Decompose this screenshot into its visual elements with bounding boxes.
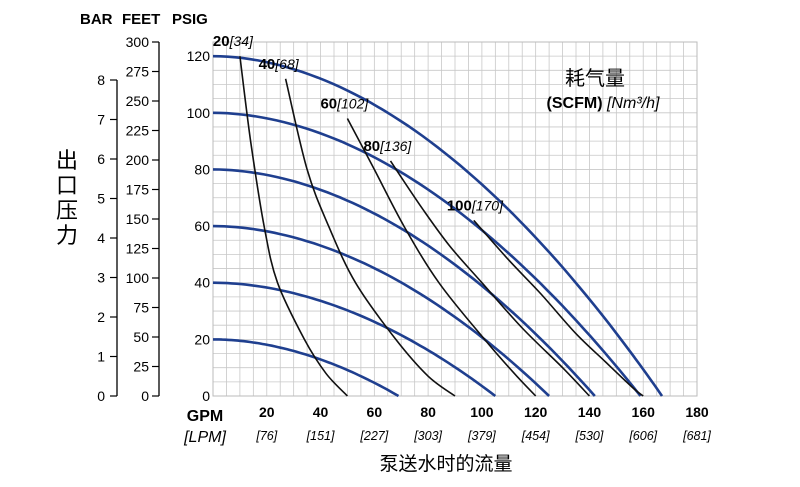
air-consumption-title: 耗气量 [565,66,625,90]
performance-curves [212,54,664,398]
psig-tick-label: 100 [187,105,211,121]
bar-axis-ticks: 0 1 2 3 4 5 6 7 8 [97,72,117,404]
x-tick-label-lpm: [151] [306,429,335,443]
psig-tick-label: 80 [194,161,210,177]
feet-tick-label: 50 [133,329,149,345]
air-consumption-curves [239,56,644,397]
x-tick-label-lpm: [530] [575,429,604,443]
air-curve-label: 20[34] [213,33,254,50]
x-tick-label-gpm: 80 [420,404,436,420]
chart-grid [213,42,697,396]
bar-tick-label: 8 [97,72,105,88]
psig-tick-label: 60 [194,218,210,234]
x-unit-lpm: [LPM] [183,429,226,446]
performance-curve [212,111,642,397]
bar-tick-label: 7 [97,112,105,128]
air-consumption-curve [239,56,348,397]
feet-tick-label: 300 [126,34,150,50]
air-curve-labels: 20[34] 40[68] 60[102] 80[136] 100[170] [213,33,504,214]
x-tick-label-lpm: [379] [467,429,496,443]
air-consumption-curve [346,118,537,397]
bar-tick-label: 0 [97,388,105,404]
x-tick-label-gpm: 120 [524,404,548,420]
x-tick-label-gpm: 180 [685,404,709,420]
performance-curve [212,54,664,397]
bar-tick-label: 5 [97,191,105,207]
air-curve-label: 40[68] [259,56,300,73]
performance-curve [212,281,497,398]
feet-tick-label: 200 [126,152,150,168]
feet-tick-label: 225 [126,123,150,139]
y-title-char: 力 [56,224,78,249]
psig-header: PSIG [172,11,208,28]
psig-axis-ticks: 0 20 40 60 80 100 120 [187,48,211,404]
y-axis-title: 出 口 压 力 [56,149,78,249]
feet-tick-label: 0 [141,388,149,404]
performance-curve [212,168,596,397]
x-tick-label-lpm: [606] [628,429,657,443]
feet-tick-label: 100 [126,270,150,286]
performance-curve [213,338,400,398]
psig-tick-label: 0 [202,388,210,404]
x-tick-label-gpm: 100 [470,404,494,420]
feet-tick-label: 175 [126,182,150,198]
bar-tick-label: 6 [97,151,105,167]
performance-curve [212,224,550,397]
x-tick-label-gpm: 40 [313,404,329,420]
air-curve-label: 100[170] [447,197,504,214]
psig-tick-label: 120 [187,48,211,64]
feet-tick-label: 75 [133,300,149,316]
bar-tick-label: 2 [97,309,105,325]
air-consumption-units: (SCFM) [Nm³/h] [547,95,660,112]
x-tick-label-lpm: [303] [413,429,442,443]
x-tick-label-lpm: [454] [521,429,550,443]
y-title-char: 出 [56,149,78,174]
x-tick-label-gpm: 20 [259,404,275,420]
air-consumption-curve [473,219,644,397]
x-tick-label-lpm: [76] [255,429,277,443]
y-title-char: 压 [56,199,78,224]
bar-tick-label: 3 [97,270,105,286]
feet-tick-label: 125 [126,241,150,257]
air-curve-label: 80[136] [363,138,412,155]
feet-axis-ticks: 0 25 50 75 100 125 150 175 200 225 250 275 300 [126,34,159,404]
x-unit-gpm: GPM [187,408,223,425]
air-consumption-curve [389,160,590,397]
air-curve-label: 60[102] [320,95,369,112]
x-axis-ticks: 20 [76] 40 [151] 60 [227] 80 [303] 100 [379] 120 [4… [255,404,711,443]
feet-tick-label: 250 [126,93,150,109]
x-tick-label-lpm: [227] [359,429,388,443]
x-tick-label-lpm: [681] [682,429,711,443]
bar-tick-label: 4 [97,230,105,246]
x-axis-title: 泵送水时的流量 [379,453,512,475]
x-tick-label-gpm: 140 [578,404,602,420]
feet-tick-label: 275 [126,64,150,80]
x-tick-label-gpm: 60 [367,404,383,420]
feet-tick-label: 25 [133,359,149,375]
x-tick-label-gpm: 160 [632,404,656,420]
psig-tick-label: 40 [194,275,210,291]
air-consumption-curve [284,78,456,397]
feet-tick-label: 150 [126,211,150,227]
bar-tick-label: 1 [97,349,105,365]
psig-tick-label: 20 [194,331,210,347]
y-title-char: 口 [56,174,78,199]
bar-header: BAR [80,11,113,28]
feet-header: FEET [122,11,160,28]
